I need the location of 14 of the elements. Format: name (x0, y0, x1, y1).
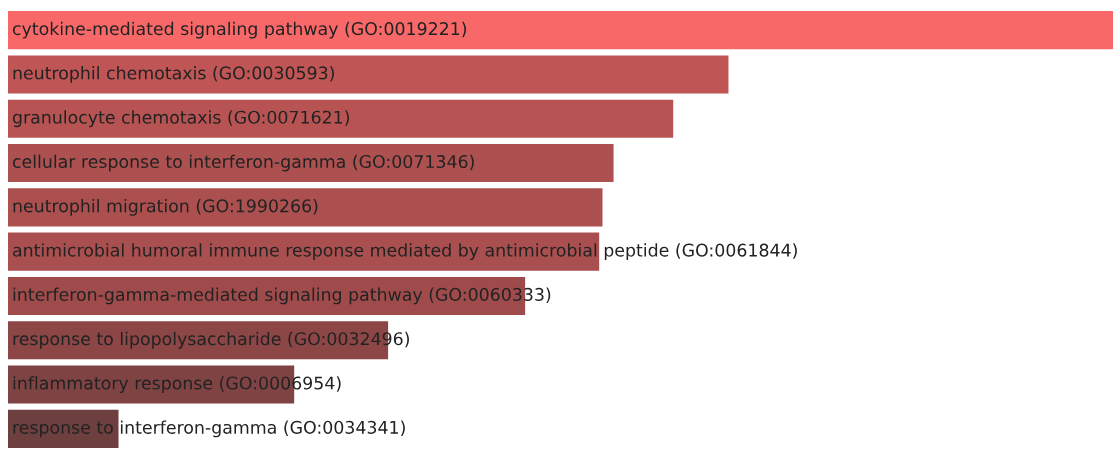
y-tick-label: neutrophil migration (GO:1990266) (13, 198, 318, 216)
bar (8, 144, 614, 183)
bar (8, 188, 603, 227)
y-tick-label: cytokine-mediated signaling pathway (GO:0019221) (12, 21, 467, 39)
y-tick-label: neutrophil chemotaxis (GO:0030593) (13, 66, 334, 83)
y-tick-label: cellular response to interferon-gamma (GO:0071346) (12, 154, 474, 172)
bar (8, 232, 600, 271)
bar (8, 99, 674, 138)
bar (8, 409, 119, 448)
y-tick-label: antimicrobial humoral immune response mediated by antimicrobial peptide (GO:0061844) (13, 243, 797, 261)
y-tick-label: response to interferon-gamma (GO:0034341) (13, 420, 405, 438)
bar (8, 11, 1113, 50)
y-tick-label: granulocyte chemotaxis (GO:0071621) (12, 110, 349, 128)
bar (8, 55, 729, 94)
